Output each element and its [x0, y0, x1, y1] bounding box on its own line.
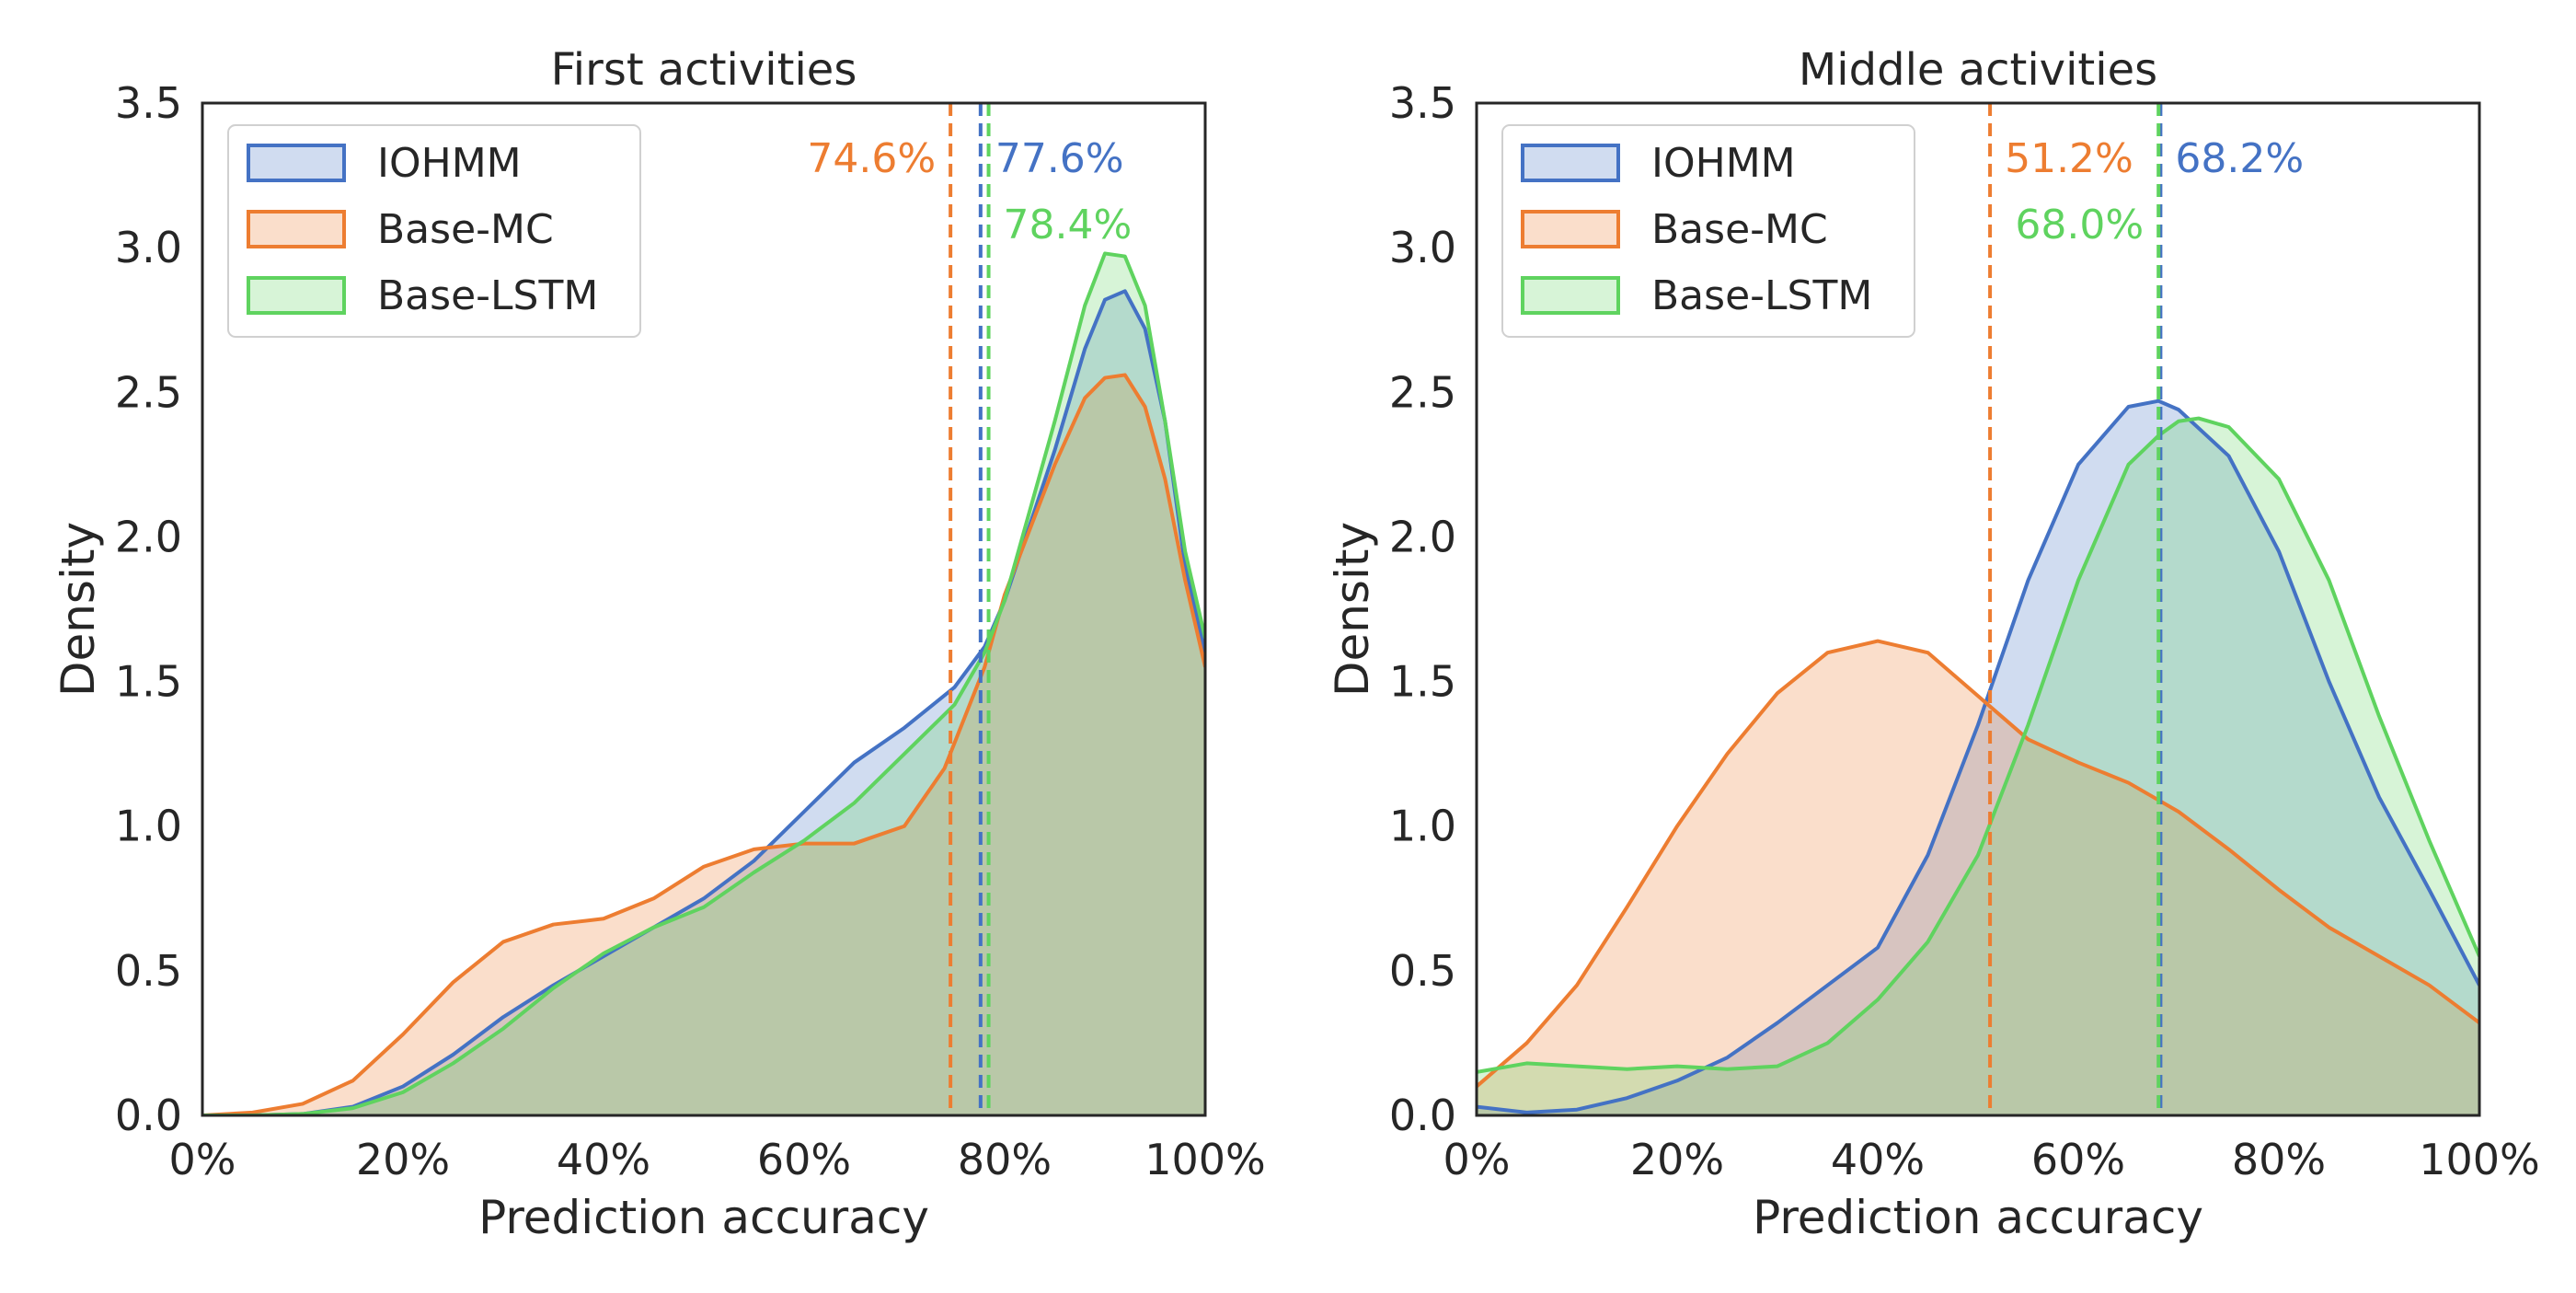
- x-tick-label: 0%: [1443, 1135, 1511, 1184]
- y-tick-label: 1.5: [1389, 657, 1456, 707]
- legend-label-base-lstm: Base-LSTM: [1651, 272, 1872, 319]
- y-tick-label: 2.0: [1389, 512, 1456, 561]
- x-axis-label: Prediction accuracy: [478, 1191, 929, 1244]
- density-area-base-lstm: [1477, 418, 2479, 1115]
- legend-swatch-base-lstm: [247, 276, 346, 315]
- density-line-iohmm: [202, 289, 1205, 1115]
- mean-label-base-lstm: 68.0%: [2015, 202, 2144, 248]
- mean-label-iohmm: 77.6%: [995, 135, 1124, 182]
- mean-label-iohmm: 68.2%: [2175, 135, 2304, 182]
- legend-swatch-iohmm: [1521, 144, 1620, 182]
- legend: IOHMM Base-MC Base-LSTM: [1501, 124, 1915, 338]
- y-tick-label: 1.5: [115, 657, 182, 707]
- x-tick-label: 80%: [2232, 1135, 2326, 1184]
- plot-area: [202, 103, 1205, 1115]
- density-line-base-lstm: [1477, 416, 2479, 1074]
- mean-label-base-mc: 74.6%: [807, 135, 936, 182]
- y-tick-label: 0.0: [1389, 1091, 1456, 1140]
- density-line-base-mc: [202, 373, 1205, 1115]
- y-tick-label: 1.0: [1389, 802, 1456, 851]
- x-tick-label: 100%: [1144, 1135, 1266, 1184]
- legend-swatch-base-mc: [247, 210, 346, 248]
- x-tick-label: 20%: [1630, 1135, 1724, 1184]
- density-area-iohmm: [1477, 400, 2479, 1115]
- legend-box: [1501, 124, 1915, 338]
- plot-area: [1477, 103, 2479, 1115]
- y-axis: 0.0 0.5 1.0 1.5 2.0 2.5 3.0 3.5: [115, 78, 182, 1140]
- legend-label-iohmm: IOHMM: [377, 140, 522, 187]
- x-tick-label: 80%: [958, 1135, 1052, 1184]
- legend-label-base-mc: Base-MC: [377, 206, 554, 253]
- x-tick-label: 20%: [356, 1135, 450, 1184]
- x-axis-label: Prediction accuracy: [1753, 1191, 2203, 1244]
- y-tick-label: 1.0: [115, 802, 182, 851]
- legend-label-iohmm: IOHMM: [1651, 140, 1796, 187]
- density-area-base-mc: [202, 375, 1205, 1115]
- legend-swatch-iohmm: [247, 144, 346, 182]
- legend-swatch-base-mc: [1521, 210, 1620, 248]
- x-tick-label: 60%: [757, 1135, 851, 1184]
- legend-swatch-base-lstm: [1521, 276, 1620, 315]
- y-axis: 0.0 0.5 1.0 1.5 2.0 2.5 3.0 3.5: [1389, 78, 1456, 1140]
- chart-title: First activities: [551, 44, 857, 96]
- x-axis: 0% 20% 40% 60% 80% 100%: [1443, 1135, 2540, 1184]
- y-tick-label: 2.5: [1389, 367, 1456, 417]
- x-axis: 0% 20% 40% 60% 80% 100%: [169, 1135, 1266, 1184]
- y-axis-label: Density: [1326, 522, 1379, 697]
- y-tick-label: 3.5: [115, 78, 182, 128]
- y-axis-label: Density: [52, 522, 105, 697]
- density-area-base-mc: [1477, 641, 2479, 1115]
- panel-first-activities: 77.6% 74.6% 78.4% 0% 20% 40% 60% 80% 100% 0.0 0.5 1…: [52, 44, 1266, 1244]
- density-line-base-lstm: [202, 251, 1205, 1115]
- chart-title: Middle activities: [1799, 44, 2157, 96]
- density-area-iohmm: [202, 291, 1205, 1115]
- legend-label-base-lstm: Base-LSTM: [377, 272, 598, 319]
- x-tick-label: 100%: [2419, 1135, 2540, 1184]
- axes-frame: [1475, 101, 2481, 1117]
- x-tick-label: 0%: [169, 1135, 236, 1184]
- mean-label-base-lstm: 78.4%: [1004, 202, 1133, 248]
- y-tick-label: 3.0: [115, 223, 182, 272]
- legend: IOHMM Base-MC Base-LSTM: [227, 124, 641, 338]
- y-tick-label: 2.0: [115, 512, 182, 561]
- x-tick-label: 60%: [2031, 1135, 2125, 1184]
- legend-box: [227, 124, 641, 338]
- density-line-iohmm: [1477, 398, 2479, 1114]
- y-tick-label: 2.5: [115, 367, 182, 417]
- density-line-base-mc: [1477, 639, 2479, 1089]
- y-tick-label: 0.5: [115, 946, 182, 996]
- y-tick-label: 3.5: [1389, 78, 1456, 128]
- axes-frame: [201, 101, 1207, 1117]
- x-tick-label: 40%: [1831, 1135, 1925, 1184]
- mean-label-base-mc: 51.2%: [2005, 135, 2133, 182]
- y-tick-label: 0.0: [115, 1091, 182, 1140]
- y-tick-label: 3.0: [1389, 223, 1456, 272]
- density-area-base-lstm: [202, 253, 1205, 1115]
- panel-middle-activities: 68.2% 51.2% 68.0% 0% 20% 40% 60% 80% 100% 0.0 0.5 1…: [1326, 44, 2540, 1244]
- y-tick-label: 0.5: [1389, 946, 1456, 996]
- legend-label-base-mc: Base-MC: [1651, 206, 1828, 253]
- x-tick-label: 40%: [557, 1135, 650, 1184]
